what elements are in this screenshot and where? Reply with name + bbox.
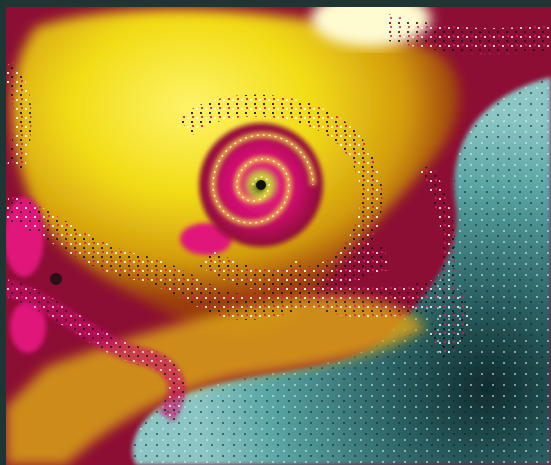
spiral [199, 123, 323, 247]
speckle-band-top [382, 14, 551, 55]
speckle-band-teal-edge [419, 163, 457, 289]
speckle-band-spiral [178, 94, 383, 292]
gold-band [6, 296, 426, 465]
teal-speckles [132, 77, 551, 465]
fractal-artwork [6, 7, 551, 465]
magenta-blob-left-low [10, 301, 46, 353]
speckle-band-lower [274, 257, 469, 360]
magenta-blob-mid [180, 223, 232, 255]
speckle-band-edge [6, 60, 32, 170]
fractal-image [6, 7, 551, 465]
speckle-tendril [6, 278, 186, 422]
dark-spot [50, 273, 62, 285]
